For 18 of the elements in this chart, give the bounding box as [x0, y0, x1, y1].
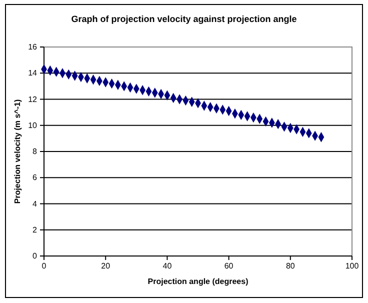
y-tick-label: 8: [32, 147, 38, 156]
y-tick-label: 12: [28, 94, 38, 104]
x-tick-label: 0: [42, 262, 47, 271]
y-tick-label: 10: [28, 120, 38, 130]
y-tick-label: 14: [28, 68, 38, 78]
y-tick-label: 16: [28, 42, 38, 52]
x-tick-label: 100: [345, 262, 360, 271]
y-tick-label: 2: [32, 225, 38, 234]
x-tick-label: 20: [101, 262, 111, 271]
x-axis-title: Projection angle (degrees): [148, 277, 249, 286]
y-axis-title: Projection velocity (m s^-1): [13, 99, 22, 204]
y-tick-label: 6: [32, 173, 38, 182]
x-tick-label: 40: [162, 262, 172, 271]
chart-title: Graph of projection velocity against projection angle: [71, 14, 297, 24]
x-tick-label: 80: [286, 262, 296, 271]
x-tick-label: 60: [224, 262, 234, 271]
y-tick-label: 0: [32, 252, 38, 261]
y-tick-label: 4: [32, 199, 38, 208]
